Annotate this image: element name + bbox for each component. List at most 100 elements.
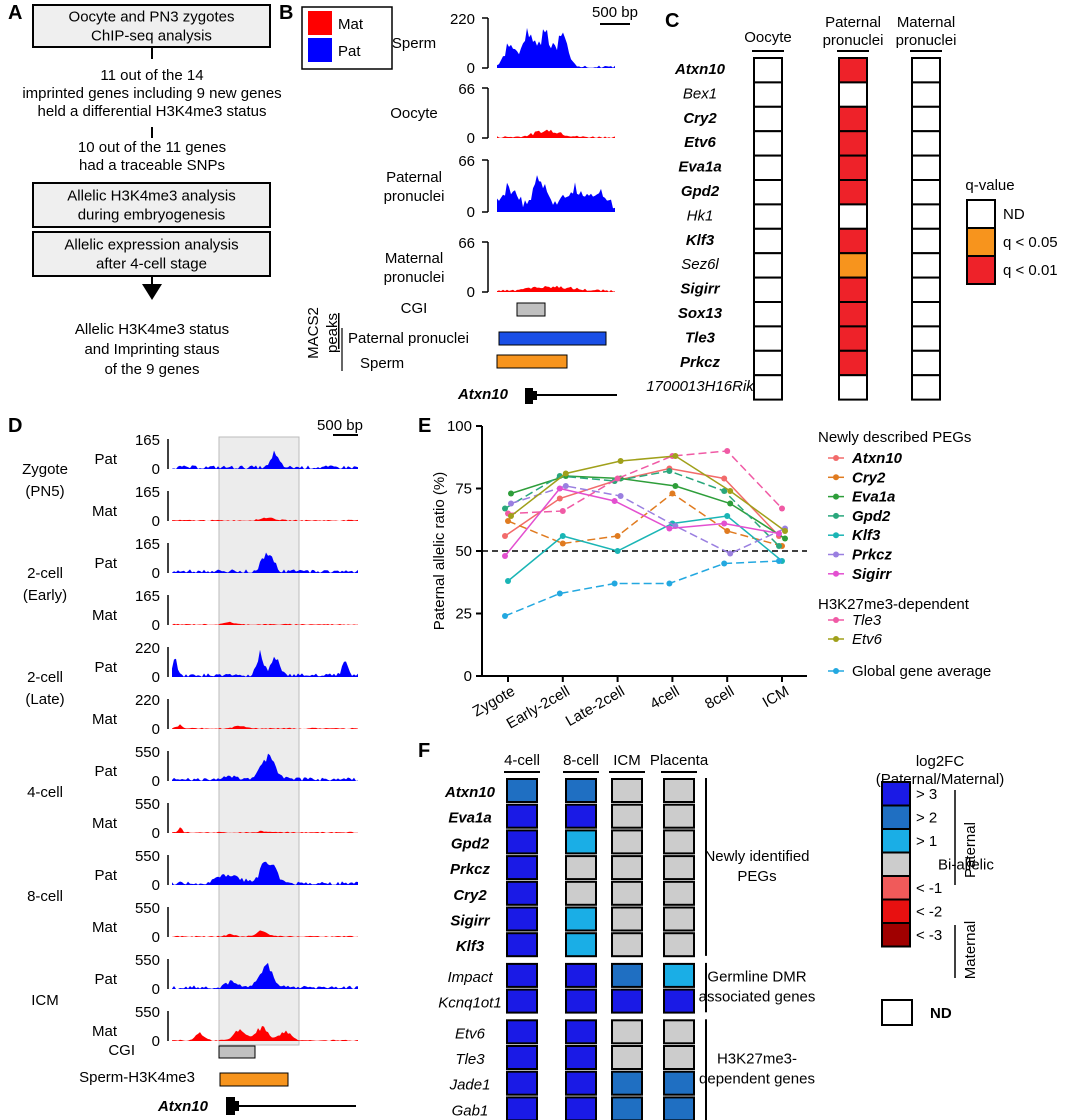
legend-marker-e bbox=[833, 551, 839, 558]
gene-exon-b bbox=[533, 391, 537, 400]
panel-letter-f: F bbox=[418, 740, 430, 762]
heat-cell-f bbox=[506, 988, 538, 1014]
heat-cell-f bbox=[506, 1096, 538, 1120]
gene-name-c: Bex1 bbox=[683, 85, 717, 102]
heat-cell-f bbox=[565, 803, 597, 829]
x-tick-label: Late-2cell bbox=[563, 683, 628, 730]
heat-cell-c bbox=[911, 57, 941, 84]
legend-label-e: Prkcz bbox=[852, 547, 893, 564]
heat-cell-f bbox=[506, 855, 538, 881]
gene-name-c: Cry2 bbox=[683, 110, 717, 127]
x-tick-label: Early-2cell bbox=[504, 683, 573, 733]
flow-box-chipseq bbox=[32, 4, 271, 48]
series-point bbox=[505, 578, 511, 584]
legend-label-nd: ND bbox=[930, 1005, 952, 1022]
stage-label-d: 8-cell bbox=[27, 888, 63, 905]
legend-title-f: log2FC bbox=[916, 753, 965, 770]
axis-zero-label-d: 0 bbox=[152, 1033, 160, 1050]
series-point bbox=[776, 558, 782, 564]
heat-cell-f bbox=[663, 1096, 695, 1120]
group-label-f: Newly identified bbox=[704, 848, 809, 865]
signal-track-d bbox=[172, 753, 358, 781]
axis-zero-label-d: 0 bbox=[152, 981, 160, 998]
series-line bbox=[504, 467, 780, 537]
axis-max-label-d: 550 bbox=[135, 848, 160, 865]
series-line bbox=[510, 475, 786, 540]
stage-label-d: 2-cell bbox=[27, 669, 63, 686]
column-header-f: 4-cell bbox=[504, 752, 540, 769]
allele-label-d: Pat bbox=[94, 451, 117, 468]
series-point bbox=[614, 475, 621, 482]
allele-label-d: Mat bbox=[92, 711, 118, 728]
heat-cell-f bbox=[663, 855, 695, 881]
signal-track bbox=[497, 175, 615, 212]
cgi-bar-b bbox=[516, 302, 546, 317]
legend-label-f: < -3 bbox=[916, 927, 942, 944]
heat-cell-c bbox=[838, 81, 868, 108]
heat-cell-c bbox=[753, 81, 783, 108]
heat-cell-f bbox=[663, 932, 695, 958]
gene-name-f: Etv6 bbox=[455, 1025, 486, 1042]
gene-name-f: Gab1 bbox=[452, 1102, 489, 1119]
stage-label-d: (PN5) bbox=[25, 483, 64, 500]
gene-name-c: Sigirr bbox=[680, 281, 720, 298]
heat-cell-f bbox=[565, 1019, 597, 1045]
axis-zero-label-d: 0 bbox=[152, 617, 160, 634]
panel-letter-b: B bbox=[279, 2, 293, 24]
legend-marker-e bbox=[833, 455, 839, 461]
heat-cell-c bbox=[838, 301, 868, 328]
panel-letter-d: D bbox=[8, 415, 22, 437]
series-point bbox=[502, 505, 508, 512]
series-point bbox=[614, 533, 621, 539]
heat-cell-f bbox=[611, 1045, 643, 1070]
heat-cell-f bbox=[506, 803, 538, 829]
heat-cell-f bbox=[611, 906, 643, 932]
signal-track-d bbox=[172, 1026, 358, 1041]
gene-name-f: Kcnq1ot1 bbox=[438, 995, 501, 1012]
cgi-bar-d bbox=[218, 1045, 256, 1059]
legend-label-e: Global gene average bbox=[852, 663, 991, 680]
legend-label-f: Bi-allelic bbox=[938, 857, 994, 874]
peak-label-paternal: Paternal pronuclei bbox=[348, 330, 469, 347]
flow-text-result: of the 9 genes bbox=[104, 361, 199, 378]
signal-track-d bbox=[172, 552, 358, 573]
heat-cell-c bbox=[911, 227, 941, 255]
stage-label-d: 2-cell bbox=[27, 565, 63, 582]
heat-cell-c bbox=[911, 301, 941, 328]
gene-name-c: Atxn10 bbox=[674, 61, 726, 78]
heat-cell-c bbox=[838, 252, 868, 279]
allele-label-d: Mat bbox=[92, 607, 118, 624]
axis-zero-label-d: 0 bbox=[152, 877, 160, 894]
heat-cell-c bbox=[911, 81, 941, 108]
heat-cell-c bbox=[753, 130, 783, 157]
series-point bbox=[502, 613, 508, 619]
series-point bbox=[556, 485, 563, 492]
heat-cell-f bbox=[565, 932, 597, 958]
axis-zero-label: 0 bbox=[467, 60, 475, 77]
legend-swatch-f bbox=[881, 922, 911, 948]
heat-cell-c bbox=[838, 179, 868, 206]
heat-cell-c bbox=[911, 130, 941, 157]
axis-max-label: 220 bbox=[450, 11, 475, 28]
legend-label-e: Etv6 bbox=[852, 631, 883, 648]
axis-zero-label-d: 0 bbox=[152, 669, 160, 686]
heat-cell-f bbox=[663, 962, 695, 988]
series-point bbox=[721, 560, 728, 567]
axis-max-label-d: 550 bbox=[135, 744, 160, 761]
series-point bbox=[776, 543, 782, 549]
axis-max-label: 66 bbox=[458, 235, 475, 252]
gene-label-b: Atxn10 bbox=[457, 386, 509, 403]
heat-cell-c bbox=[911, 105, 941, 133]
gene-name-f: Sigirr bbox=[450, 913, 490, 930]
series-point bbox=[666, 580, 673, 587]
panel-letter-a: A bbox=[8, 2, 22, 24]
series-point bbox=[611, 498, 618, 504]
peak-bar-sperm bbox=[496, 354, 568, 369]
series-line bbox=[504, 470, 780, 547]
heat-cell-c bbox=[753, 252, 783, 279]
series-point bbox=[559, 540, 566, 547]
legend-swatch-f bbox=[881, 875, 911, 901]
flow-box-allelic-expression-text: after 4-cell stage bbox=[96, 256, 207, 273]
heat-cell-f bbox=[611, 1096, 643, 1120]
column-header-c: pronuclei bbox=[823, 32, 884, 49]
